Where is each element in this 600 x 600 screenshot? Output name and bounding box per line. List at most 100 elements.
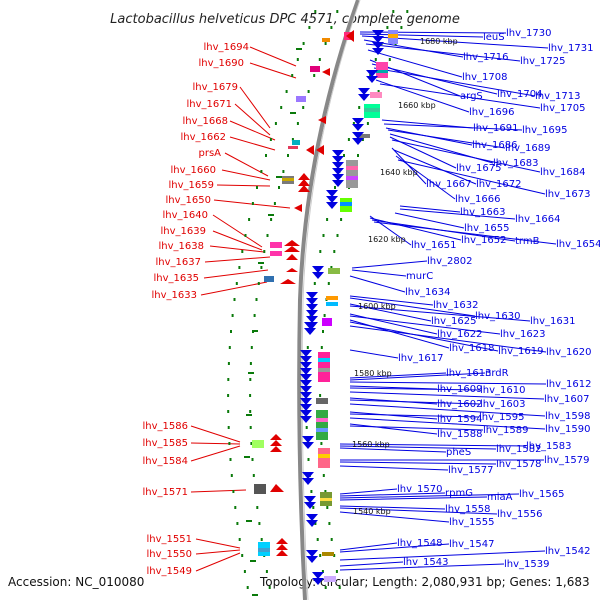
- gene-label[interactable]: lhv_1663: [460, 207, 505, 218]
- gene-label[interactable]: lhv_1664: [515, 214, 560, 225]
- ring-tick: [324, 490, 327, 493]
- gene-label[interactable]: lhv_1583: [526, 441, 571, 452]
- gene-label[interactable]: lhv_1634: [405, 287, 450, 298]
- gene-label[interactable]: lhv_1603: [480, 399, 525, 410]
- gene-label[interactable]: lhv_1625: [431, 316, 476, 327]
- gene-label[interactable]: lhv_1630: [475, 311, 520, 322]
- gene-label[interactable]: rpmG: [445, 488, 473, 499]
- gene-label[interactable]: lhv_1671: [187, 99, 232, 110]
- gene-label[interactable]: argS: [460, 91, 483, 102]
- gene-label[interactable]: pheS: [446, 447, 471, 458]
- gene-label[interactable]: lhv_1691: [473, 123, 518, 134]
- gene-label[interactable]: lhv_1623: [500, 329, 545, 340]
- gene-label[interactable]: lhv_1618: [449, 343, 494, 354]
- gene-label[interactable]: lhv_1617: [398, 353, 443, 364]
- gene-label[interactable]: lhv_1652: [461, 235, 506, 246]
- reverse-arrow: [300, 362, 312, 369]
- gene-label[interactable]: lhv_1695: [522, 125, 567, 136]
- gene-label[interactable]: lhv_1708: [462, 72, 507, 83]
- ring-tick: [330, 266, 333, 269]
- gene-label[interactable]: lhv_1632: [433, 300, 478, 311]
- gene-label[interactable]: lhv_1610: [480, 385, 525, 396]
- gene-label[interactable]: lhv_1542: [545, 546, 590, 557]
- gene-label[interactable]: lhv_1589: [483, 425, 528, 436]
- gene-label[interactable]: lhv_1705: [540, 103, 585, 114]
- gene-label[interactable]: lhv_1609: [437, 384, 482, 395]
- gene-label[interactable]: lhv_1612: [546, 379, 591, 390]
- gene-label[interactable]: lhv_1590: [545, 424, 590, 435]
- gene-label[interactable]: lhv_1547: [449, 539, 494, 550]
- gene-label[interactable]: lhv_1585: [143, 438, 188, 449]
- gene-label[interactable]: lhv_1667: [426, 179, 471, 190]
- gene-label[interactable]: lhv_1619: [498, 346, 543, 357]
- gene-label[interactable]: leuS: [483, 32, 505, 43]
- gene-label[interactable]: lhv_1607: [544, 394, 589, 405]
- gene-label[interactable]: lhv_1650: [166, 195, 211, 206]
- gene-label[interactable]: lhv_1539: [504, 559, 549, 570]
- gene-label[interactable]: lhv_1704: [497, 89, 542, 100]
- gene-label[interactable]: lhv_1686: [472, 140, 517, 151]
- gene-label[interactable]: lhv_1639: [161, 226, 206, 237]
- gene-label[interactable]: lhv_1620: [546, 347, 591, 358]
- gene-label[interactable]: lhv_1694: [204, 42, 249, 53]
- gene-label[interactable]: lhv_1679: [193, 82, 238, 93]
- gene-label[interactable]: lhv_1543: [403, 557, 448, 568]
- gene-label[interactable]: lhv_1640: [163, 210, 208, 221]
- gene-label[interactable]: lhv_1555: [449, 517, 494, 528]
- gene-label[interactable]: lhv_1690: [199, 58, 244, 69]
- gene-label[interactable]: lhv_1638: [159, 241, 204, 252]
- gene-label[interactable]: lhv_1659: [169, 180, 214, 191]
- gene-label[interactable]: lhv_1577: [448, 465, 493, 476]
- gene-label[interactable]: miaA: [487, 492, 513, 503]
- gene-label[interactable]: lhv_1549: [147, 566, 192, 577]
- gene-label[interactable]: lhv_1579: [544, 455, 589, 466]
- gene-label[interactable]: lhv_1578: [496, 459, 541, 470]
- gene-label[interactable]: lhv_1594: [437, 414, 482, 425]
- gene-label[interactable]: lhv_1675: [456, 163, 501, 174]
- gene-label[interactable]: lhv_1582: [496, 444, 541, 455]
- gene-label[interactable]: lhv_1696: [469, 107, 514, 118]
- gene-label[interactable]: lhv_1633: [152, 290, 197, 301]
- gene-label[interactable]: lhv_1588: [437, 429, 482, 440]
- gene-label[interactable]: nrdR: [485, 368, 509, 379]
- gene-label[interactable]: lhv_1654: [556, 239, 600, 250]
- gene-label[interactable]: lhv_1556: [497, 509, 542, 520]
- gene-label[interactable]: lhv_1730: [506, 28, 551, 39]
- gene-label[interactable]: lhv_1651: [411, 240, 456, 251]
- gene-label[interactable]: lhv_1713: [535, 91, 580, 102]
- gene-label[interactable]: lhv_1570: [397, 484, 442, 495]
- gene-label[interactable]: lhv_1662: [181, 132, 226, 143]
- gene-label[interactable]: lhv_1683: [493, 158, 538, 169]
- gene-label[interactable]: lhv_1637: [156, 257, 201, 268]
- gene-label[interactable]: lhv_1655: [464, 223, 509, 234]
- gene-label[interactable]: lhv_1631: [530, 316, 575, 327]
- gene-label[interactable]: lhv_1550: [147, 549, 192, 560]
- gene-label[interactable]: lhv_1602: [437, 399, 482, 410]
- gene-label[interactable]: lhv_1725: [520, 56, 565, 67]
- gene-label[interactable]: lhv_1584: [143, 456, 188, 467]
- gene-label[interactable]: lhv_1622: [437, 329, 482, 340]
- gene-label[interactable]: lhv_1613: [446, 368, 491, 379]
- gene-label[interactable]: lhv_1684: [540, 167, 585, 178]
- gene-label[interactable]: lhv_1716: [463, 52, 508, 63]
- gene-label[interactable]: lhv_1586: [143, 421, 188, 432]
- gene-label[interactable]: lhv_1548: [397, 538, 442, 549]
- gene-label[interactable]: lhv_1571: [143, 487, 188, 498]
- gene-label[interactable]: lhv_2802: [427, 256, 472, 267]
- gene-label[interactable]: lhv_1565: [519, 489, 564, 500]
- gene-label[interactable]: trmB: [515, 236, 540, 247]
- gene-label[interactable]: lhv_1660: [171, 165, 216, 176]
- gene-label[interactable]: lhv_1672: [476, 179, 521, 190]
- gene-label[interactable]: lhv_1673: [545, 189, 590, 200]
- gene-label[interactable]: lhv_1666: [455, 194, 500, 205]
- gene-label[interactable]: lhv_1595: [479, 412, 524, 423]
- gene-label[interactable]: lhv_1689: [505, 143, 550, 154]
- gene-label[interactable]: lhv_1635: [154, 273, 199, 284]
- gene-label[interactable]: lhv_1558: [445, 504, 490, 515]
- gene-label[interactable]: lhv_1668: [183, 116, 228, 127]
- gene-label[interactable]: prsA: [198, 148, 221, 159]
- gene-label[interactable]: lhv_1598: [545, 411, 590, 422]
- gene-label[interactable]: murC: [406, 271, 433, 282]
- gene-label[interactable]: lhv_1731: [548, 43, 593, 54]
- gene-label[interactable]: lhv_1551: [147, 534, 192, 545]
